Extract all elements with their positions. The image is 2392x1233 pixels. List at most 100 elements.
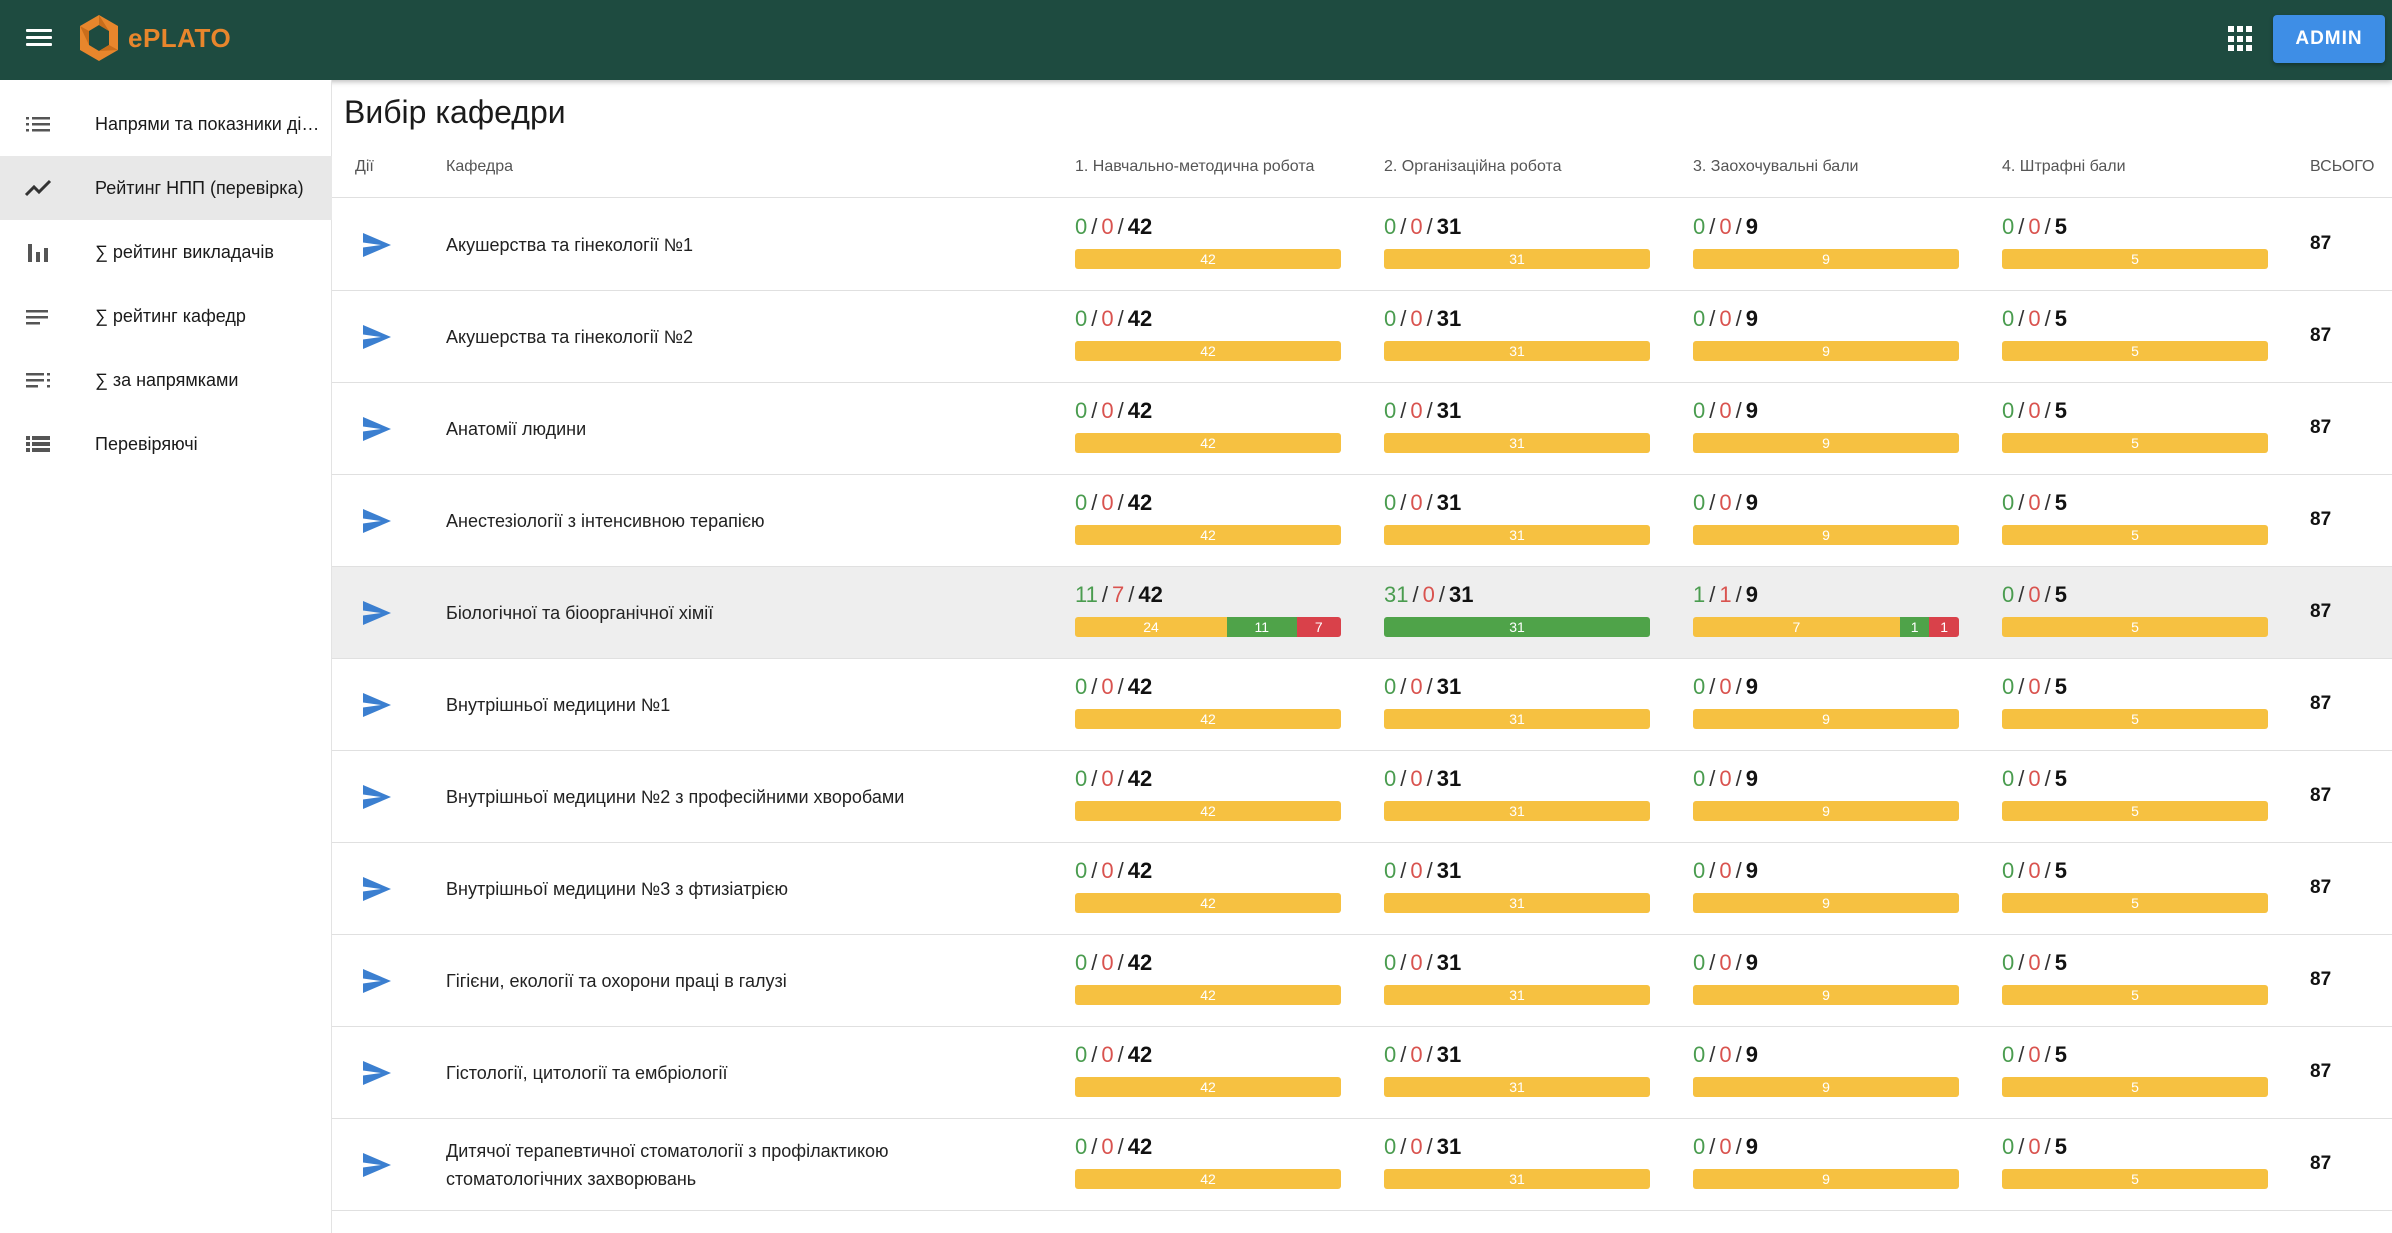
sidebar-item-departments-rating[interactable]: ∑ рейтинг кафедр	[0, 284, 332, 348]
progress-bar: 31	[1384, 1169, 1650, 1189]
progress-bar: 5	[2002, 709, 2268, 729]
approved-score: 0	[1384, 490, 1397, 515]
score-cell-organizational-work: 0/0/31 31	[1384, 1133, 1650, 1203]
rejected-score: 0	[1410, 398, 1423, 423]
score-cell-incentive-points: 0/0/9 9	[1693, 489, 1959, 559]
table-row[interactable]: Дитячої терапевтичної стоматології з про…	[332, 1119, 2392, 1211]
approved-segment: 1	[1899, 617, 1930, 637]
header-department[interactable]: Кафедра	[446, 158, 514, 175]
score-cell-organizational-work: 0/0/31 31	[1384, 489, 1650, 559]
send-icon[interactable]	[362, 599, 392, 627]
separator: /	[1426, 398, 1433, 423]
table-row[interactable]: Біологічної та біоорганічної хімії 11/7/4…	[332, 567, 2392, 659]
separator: /	[1117, 306, 1124, 331]
score-values: 0/0/5	[2002, 1041, 2268, 1069]
progress-bar: 9	[1693, 1169, 1959, 1189]
send-icon[interactable]	[362, 507, 392, 535]
department-name: Акушерства та гінекології №2	[446, 327, 694, 347]
rejected-score: 0	[1719, 950, 1732, 975]
score-cell-organizational-work: 0/0/31 31	[1384, 857, 1650, 927]
separator: /	[2044, 398, 2051, 423]
header-organizational-work[interactable]: 2. Організаційна робота	[1384, 158, 1562, 175]
send-icon[interactable]	[362, 323, 392, 351]
progress-bar: 9	[1693, 525, 1959, 545]
pending-segment: 31	[1384, 985, 1650, 1005]
send-icon[interactable]	[362, 1151, 392, 1179]
rejected-score: 0	[1101, 674, 1114, 699]
table-row[interactable]: Гістології, цитології та ембріології 0/0/…	[332, 1027, 2392, 1119]
separator: /	[2044, 1042, 2051, 1067]
approved-score: 0	[1384, 1042, 1397, 1067]
send-icon[interactable]	[362, 875, 392, 903]
send-icon[interactable]	[362, 231, 392, 259]
rejected-score: 0	[1101, 858, 1114, 883]
score-cell-incentive-points: 0/0/9 9	[1693, 673, 1959, 743]
sidebar-item-by-directions[interactable]: ∑ за напрямками	[0, 348, 332, 412]
logo[interactable]: ePLATO	[76, 13, 231, 63]
total-score: 87	[2310, 233, 2332, 254]
pending-segment: 31	[1384, 525, 1650, 545]
max-score: 5	[2054, 306, 2067, 331]
table-row[interactable]: Анестезіології з інтенсивною терапією 0/0…	[332, 475, 2392, 567]
separator: /	[1128, 582, 1135, 607]
approved-score: 0	[1693, 398, 1706, 423]
table-row[interactable]: Акушерства та гінекології №2 0/0/42 42 0/0/…	[332, 291, 2392, 383]
max-score: 31	[1436, 306, 1462, 331]
max-score: 5	[2054, 950, 2067, 975]
progress-bar: 5	[2002, 985, 2268, 1005]
max-score: 5	[2054, 214, 2067, 239]
score-values: 0/0/9	[1693, 489, 1959, 517]
score-cell-teaching-work: 0/0/42 42	[1075, 489, 1341, 559]
sidebar-item-npp-rating[interactable]: Рейтинг НПП (перевірка)	[0, 156, 332, 220]
send-icon[interactable]	[362, 691, 392, 719]
max-score: 5	[2054, 1042, 2067, 1067]
rejected-score: 0	[1422, 582, 1435, 607]
max-score: 31	[1436, 398, 1462, 423]
apps-grid-icon[interactable]	[2228, 26, 2254, 52]
table-row[interactable]: Внутрішньої медицини №3 з фтизіатрією 0/0…	[332, 843, 2392, 935]
table-row[interactable]: Внутрішньої медицини №2 з професійними х…	[332, 751, 2392, 843]
send-icon[interactable]	[362, 415, 392, 443]
approved-score: 0	[1384, 306, 1397, 331]
max-score: 42	[1127, 214, 1153, 239]
admin-button[interactable]: ADMIN	[2273, 15, 2385, 63]
sidebar-item-teachers-rating[interactable]: ∑ рейтинг викладачів	[0, 220, 332, 284]
score-values: 0/0/9	[1693, 673, 1959, 701]
table-row[interactable]: Гігієни, екології та охорони праці в гал…	[332, 935, 2392, 1027]
score-cell-teaching-work: 0/0/42 42	[1075, 765, 1341, 835]
approved-score: 0	[1693, 858, 1706, 883]
score-cell-incentive-points: 0/0/9 9	[1693, 305, 1959, 375]
separator: /	[1735, 582, 1742, 607]
separator: /	[1117, 950, 1124, 975]
department-name: Анатомії людини	[446, 419, 587, 439]
separator: /	[1735, 950, 1742, 975]
header-teaching-work[interactable]: 1. Навчально-методична робота	[1075, 158, 1315, 175]
notes-icon	[26, 310, 48, 325]
send-icon[interactable]	[362, 1059, 392, 1087]
approved-score: 0	[2002, 858, 2015, 883]
separator: /	[1709, 1134, 1716, 1159]
separator: /	[2044, 1134, 2051, 1159]
approved-score: 0	[1075, 214, 1088, 239]
header-penalty-points[interactable]: 4. Штрафні бали	[2002, 158, 2126, 175]
score-cell-incentive-points: 0/0/9 9	[1693, 765, 1959, 835]
approved-score: 0	[1693, 306, 1706, 331]
table-row[interactable]: Внутрішньої медицини №1 0/0/42 42 0/0/31 31 0…	[332, 659, 2392, 751]
sidebar-item-reviewers[interactable]: Перевіряючі	[0, 412, 332, 476]
score-cell-incentive-points: 0/0/9 9	[1693, 857, 1959, 927]
department-name: Дитячої терапевтичної стоматології з про…	[446, 1141, 889, 1189]
sidebar-item-directions[interactable]: Напрями та показники діяльності	[0, 92, 332, 156]
rejected-score: 0	[1101, 490, 1114, 515]
progress-bar: 5	[2002, 341, 2268, 361]
score-values: 0/0/42	[1075, 1133, 1341, 1161]
send-icon[interactable]	[362, 967, 392, 995]
total-score: 87	[2310, 1153, 2332, 1174]
header-total[interactable]: ВСЬОГО	[2310, 158, 2375, 175]
score-values: 0/0/9	[1693, 213, 1959, 241]
send-icon[interactable]	[362, 783, 392, 811]
menu-icon[interactable]	[24, 24, 54, 54]
table-row[interactable]: Анатомії людини 0/0/42 42 0/0/31 31 0/0/9 9 0/0…	[332, 383, 2392, 475]
table-row[interactable]: Акушерства та гінекології №1 0/0/42 42 0/0/…	[332, 199, 2392, 291]
header-incentive-points[interactable]: 3. Заохочувальні бали	[1693, 158, 1859, 175]
